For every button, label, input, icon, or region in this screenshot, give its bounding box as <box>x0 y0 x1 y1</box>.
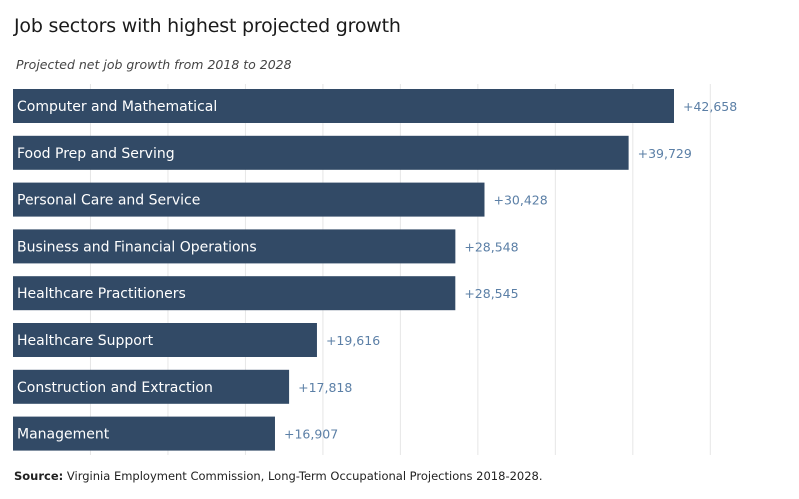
bar-6 <box>13 323 317 357</box>
source-label: Source: <box>14 469 64 483</box>
chart-subtitle: Projected net job growth from 2018 to 20… <box>16 57 292 72</box>
bar-3 <box>13 182 485 217</box>
source-note: Source: Virginia Employment Commission, … <box>14 469 543 483</box>
value-label-7: +17,818 <box>298 380 352 395</box>
value-label-1: +42,658 <box>683 99 737 114</box>
category-label-3: Personal Care and Service <box>17 193 200 209</box>
category-label-1: Computer and Mathematical <box>17 99 217 115</box>
bar-1 <box>13 89 674 123</box>
value-label-3: +30,428 <box>493 193 547 208</box>
value-label-2: +39,729 <box>638 146 692 161</box>
bar-8 <box>13 416 275 451</box>
bar-4 <box>13 229 456 264</box>
category-label-4: Business and Financial Operations <box>17 239 257 255</box>
category-label-6: Healthcare Support <box>17 333 154 349</box>
category-label-8: Management <box>17 427 110 443</box>
source-text: Virginia Employment Commission, Long-Ter… <box>66 469 543 483</box>
bar-2 <box>13 135 629 170</box>
category-label-7: Construction and Extraction <box>17 380 213 396</box>
value-label-6: +19,616 <box>326 333 380 348</box>
bar-7 <box>13 369 290 404</box>
value-label-5: +28,545 <box>464 286 518 301</box>
category-label-2: Food Prep and Serving <box>17 146 175 162</box>
chart-title: Job sectors with highest projected growt… <box>14 15 401 37</box>
bar-5 <box>13 276 456 311</box>
value-label-8: +16,907 <box>284 427 338 442</box>
category-label-5: Healthcare Practitioners <box>17 286 186 302</box>
bar-chart: Computer and Mathematical +42,658 Food Pre… <box>13 84 737 455</box>
value-label-4: +28,548 <box>464 239 518 254</box>
